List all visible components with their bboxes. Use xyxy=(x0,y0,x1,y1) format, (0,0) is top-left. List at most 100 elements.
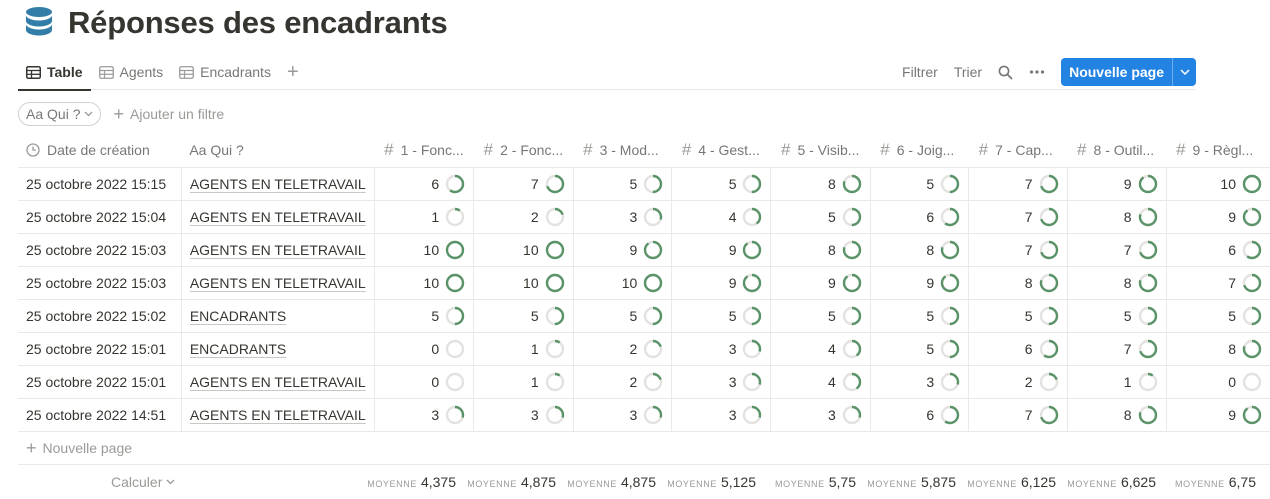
column-header-9[interactable]: #9 - Règl... xyxy=(1166,134,1270,168)
cell-score[interactable]: 0 xyxy=(1166,365,1270,399)
cell-score[interactable]: 9 xyxy=(1166,200,1270,234)
cell-score[interactable]: 5 xyxy=(968,299,1068,333)
cell-score[interactable]: 7 xyxy=(968,398,1068,432)
cell-score[interactable]: 3 xyxy=(671,332,772,366)
cell-score[interactable]: 5 xyxy=(870,167,970,201)
cell-score[interactable]: 8 xyxy=(1067,200,1167,234)
table-row[interactable]: 25 octobre 2022 15:01 ENCADRANTS 0 1 2 3 4 5 6 7 8 xyxy=(18,332,1270,366)
cell-who[interactable]: AGENTS EN TELETRAVAIL xyxy=(181,365,375,399)
cell-score[interactable]: 1 xyxy=(1067,365,1167,399)
cell-score[interactable]: 8 xyxy=(968,266,1068,300)
filter-chip-qui[interactable]: Aa Qui ? xyxy=(18,102,102,126)
cell-score[interactable]: 5 xyxy=(1166,299,1270,333)
table-row[interactable]: 25 octobre 2022 14:51 AGENTS EN TELETRAVA… xyxy=(18,398,1270,432)
cell-score[interactable]: 8 xyxy=(770,233,871,267)
column-header-who[interactable]: Aa Qui ? xyxy=(181,134,375,168)
new-page-button[interactable]: Nouvelle page xyxy=(1061,58,1172,86)
column-average[interactable]: MOYENNE 5,875 xyxy=(864,474,964,490)
add-filter-button[interactable]: + Ajouter un filtre xyxy=(113,105,224,123)
table-row[interactable]: 25 octobre 2022 15:02 ENCADRANTS 5 5 5 5 5 5 5 5 5 xyxy=(18,299,1270,333)
cell-score[interactable]: 7 xyxy=(1166,266,1270,300)
cell-date[interactable]: 25 octobre 2022 14:51 xyxy=(18,398,182,432)
cell-date[interactable]: 25 octobre 2022 15:04 xyxy=(18,200,182,234)
cell-score[interactable]: 9 xyxy=(1166,398,1270,432)
search-icon[interactable] xyxy=(998,65,1013,80)
cell-who[interactable]: AGENTS EN TELETRAVAIL xyxy=(181,266,375,300)
cell-score[interactable]: 4 xyxy=(671,200,772,234)
filter-button[interactable]: Filtrer xyxy=(902,64,938,80)
table-row[interactable]: 25 octobre 2022 15:03 AGENTS EN TELETRAVA… xyxy=(18,266,1270,300)
cell-score[interactable]: 3 xyxy=(473,398,574,432)
cell-score[interactable]: 9 xyxy=(671,266,772,300)
column-average[interactable]: MOYENNE 4,875 xyxy=(564,474,664,490)
column-header-1[interactable]: #1 - Fonc... xyxy=(374,134,474,168)
cell-score[interactable]: 7 xyxy=(968,167,1068,201)
column-header-7[interactable]: #7 - Cap... xyxy=(968,134,1068,168)
cell-score[interactable]: 3 xyxy=(374,398,475,432)
cell-who[interactable]: AGENTS EN TELETRAVAIL xyxy=(181,200,375,234)
cell-score[interactable]: 0 xyxy=(374,365,475,399)
cell-score[interactable]: 10 xyxy=(573,266,673,300)
cell-score[interactable]: 10 xyxy=(1166,167,1270,201)
column-header-5[interactable]: #5 - Visib... xyxy=(770,134,871,168)
column-header-8[interactable]: #8 - Outil... xyxy=(1067,134,1167,168)
sort-button[interactable]: Trier xyxy=(953,64,983,80)
chevron-down-icon[interactable] xyxy=(1172,58,1196,86)
cell-who[interactable]: AGENTS EN TELETRAVAIL xyxy=(181,233,375,267)
cell-score[interactable]: 5 xyxy=(1067,299,1167,333)
cell-score[interactable]: 4 xyxy=(770,332,871,366)
cell-score[interactable]: 10 xyxy=(374,233,475,267)
cell-score[interactable]: 2 xyxy=(573,332,673,366)
cell-score[interactable]: 2 xyxy=(473,200,574,234)
add-view-plus-icon[interactable]: + xyxy=(286,61,299,83)
cell-score[interactable]: 4 xyxy=(770,365,871,399)
cell-score[interactable]: 7 xyxy=(473,167,574,201)
cell-who[interactable]: ENCADRANTS xyxy=(181,299,375,333)
cell-score[interactable]: 5 xyxy=(870,299,970,333)
cell-score[interactable]: 3 xyxy=(671,365,772,399)
cell-date[interactable]: 25 octobre 2022 15:15 xyxy=(18,167,182,201)
cell-score[interactable]: 9 xyxy=(870,266,970,300)
cell-date[interactable]: 25 octobre 2022 15:01 xyxy=(18,332,182,366)
column-header-2[interactable]: #2 - Fonc... xyxy=(473,134,574,168)
new-row-button[interactable]: + Nouvelle page xyxy=(18,432,1270,465)
column-average[interactable]: MOYENNE 5,75 xyxy=(764,474,864,490)
cell-date[interactable]: 25 octobre 2022 15:03 xyxy=(18,233,182,267)
cell-score[interactable]: 9 xyxy=(573,233,673,267)
cell-score[interactable]: 3 xyxy=(870,365,970,399)
cell-score[interactable]: 10 xyxy=(473,266,574,300)
column-header-date[interactable]: Date de création xyxy=(18,134,182,168)
cell-date[interactable]: 25 octobre 2022 15:03 xyxy=(18,266,182,300)
cell-who[interactable]: AGENTS EN TELETRAVAIL xyxy=(181,398,375,432)
column-average[interactable]: MOYENNE 6,125 xyxy=(964,474,1064,490)
cell-score[interactable]: 1 xyxy=(473,365,574,399)
cell-score[interactable]: 1 xyxy=(374,200,475,234)
column-average[interactable]: MOYENNE 4,375 xyxy=(364,474,464,490)
column-header-6[interactable]: #6 - Joig... xyxy=(870,134,969,168)
cell-who[interactable]: AGENTS EN TELETRAVAIL xyxy=(181,167,375,201)
cell-score[interactable]: 6 xyxy=(374,167,475,201)
cell-score[interactable]: 7 xyxy=(968,200,1068,234)
cell-score[interactable]: 5 xyxy=(473,299,574,333)
cell-score[interactable]: 5 xyxy=(671,299,772,333)
cell-score[interactable]: 8 xyxy=(1067,398,1167,432)
cell-score[interactable]: 5 xyxy=(770,200,871,234)
cell-score[interactable]: 2 xyxy=(573,365,673,399)
cell-score[interactable]: 7 xyxy=(968,233,1068,267)
table-row[interactable]: 25 octobre 2022 15:15 AGENTS EN TELETRAVA… xyxy=(18,167,1270,201)
cell-score[interactable]: 8 xyxy=(870,233,970,267)
calculate-button[interactable]: Calculer xyxy=(111,474,175,490)
cell-score[interactable]: 1 xyxy=(473,332,574,366)
cell-score[interactable]: 3 xyxy=(671,398,772,432)
cell-score[interactable]: 5 xyxy=(573,299,673,333)
cell-score[interactable]: 8 xyxy=(1067,266,1167,300)
cell-score[interactable]: 5 xyxy=(671,167,772,201)
column-average[interactable]: MOYENNE 4,875 xyxy=(464,474,564,490)
tab-agents[interactable]: Agents xyxy=(91,54,172,90)
column-average[interactable]: MOYENNE 5,125 xyxy=(664,474,764,490)
cell-score[interactable]: 3 xyxy=(573,200,673,234)
tab-encadrants[interactable]: Encadrants xyxy=(171,54,279,90)
cell-score[interactable]: 3 xyxy=(573,398,673,432)
tab-table[interactable]: Table xyxy=(18,54,91,91)
cell-score[interactable]: 6 xyxy=(968,332,1068,366)
